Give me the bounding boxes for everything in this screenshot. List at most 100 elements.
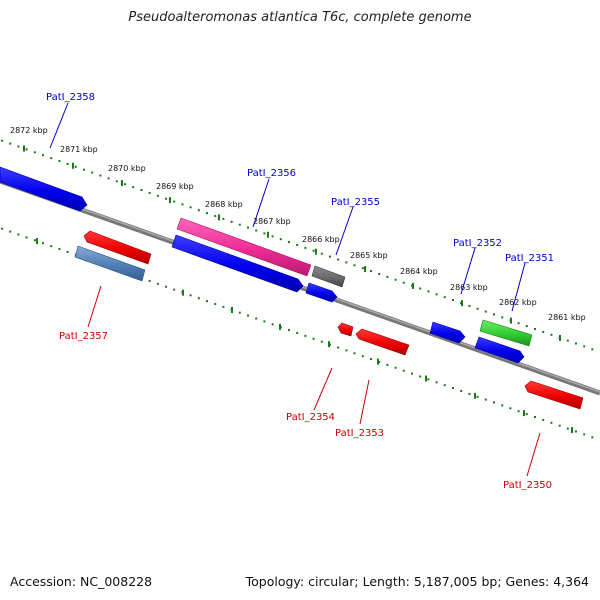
reverse-ruler-dot	[525, 413, 528, 416]
gene-label-patl-2351[interactable]: PatI_2351	[505, 253, 554, 264]
forward-ruler-dot	[222, 217, 225, 220]
reverse-ruler-dot	[509, 407, 512, 410]
forward-ruler-dot	[33, 151, 36, 154]
reverse-ruler-dot	[386, 363, 389, 366]
reverse-ruler-dot	[575, 430, 577, 433]
leader-line	[335, 206, 354, 256]
gene-label-patl-2356[interactable]: PatI_2356	[247, 168, 296, 179]
gene-box-gray[interactable]	[311, 265, 346, 288]
accession-text: Accession: NC_008228	[10, 574, 153, 589]
reverse-ruler-dot	[419, 375, 422, 378]
reverse-ruler-dot	[156, 282, 159, 285]
forward-ruler-dot	[271, 235, 274, 238]
kbp-label: 2866 kbp	[302, 235, 340, 244]
reverse-ruler-dot	[206, 300, 208, 303]
reverse-ruler-dot	[484, 398, 487, 401]
reverse-ruler-dot	[42, 242, 44, 245]
forward-ruler-dot	[42, 154, 44, 157]
forward-ruler-dot	[279, 238, 282, 241]
reverse-ruler-dot	[337, 346, 340, 349]
forward-ruler-dot	[378, 273, 381, 275]
forward-ruler-dot	[575, 342, 577, 345]
forward-ruler-dot	[132, 186, 135, 189]
forward-ruler-dot	[583, 345, 586, 348]
forward-ruler-dot	[189, 206, 192, 209]
kbp-label: 2863 kbp	[450, 283, 488, 292]
forward-ruler-dot	[370, 270, 372, 273]
reverse-ruler-dot	[148, 279, 151, 282]
leader-line	[526, 432, 541, 477]
forward-ruler-dot	[542, 330, 545, 333]
reverse-ruler-dot	[1, 227, 3, 230]
forward-ruler-dot	[484, 310, 487, 313]
forward-ruler-dot	[427, 290, 430, 293]
gene-box-steelblue[interactable]	[74, 245, 146, 282]
kbp-label: 2872 kbp	[10, 126, 48, 135]
reverse-ruler-dot	[304, 334, 307, 337]
reverse-ruler-dot	[411, 372, 413, 375]
reverse-ruler-dot	[288, 329, 290, 332]
forward-ruler-dot	[255, 229, 258, 232]
reverse-ruler-dot	[25, 236, 28, 239]
reverse-ruler-dot	[370, 358, 372, 361]
forward-ruler-dot	[550, 333, 553, 336]
gene-arrow-reverse[interactable]	[524, 380, 584, 410]
gene-label-patl-2357[interactable]: PatI_2357	[59, 331, 108, 342]
reverse-ruler-dot	[189, 294, 192, 297]
reverse-ruler-dot	[247, 314, 249, 317]
reverse-ruler-dot	[378, 361, 381, 363]
reverse-ruler-dot	[197, 297, 200, 300]
gene-label-patl-2358[interactable]: PatI_2358	[46, 92, 95, 103]
kbp-label: 2868 kbp	[205, 200, 243, 209]
forward-ruler-dot	[99, 174, 102, 177]
gene-arrow-reverse[interactable]	[337, 322, 354, 337]
map-title: Pseudoalteromonas atlantica T6c, complet…	[128, 10, 472, 25]
reverse-ruler-dot	[50, 245, 53, 248]
gene-arrow-forward[interactable]	[474, 336, 525, 364]
forward-ruler-dot	[402, 281, 405, 284]
gene-label-patl-2352[interactable]: PatI_2352	[453, 238, 502, 249]
reverse-ruler-dot	[534, 416, 536, 418]
leader-line	[313, 367, 333, 411]
kbp-label: 2869 kbp	[156, 182, 194, 191]
reverse-ruler-dot	[263, 320, 266, 323]
gene-box-pink[interactable]	[176, 217, 312, 277]
forward-ruler-dot	[156, 194, 159, 197]
gene-label-patl-2354[interactable]: PatI_2354	[286, 412, 335, 423]
reverse-ruler-dot	[17, 233, 20, 236]
leader-line	[252, 178, 270, 228]
forward-ruler-dot	[74, 165, 77, 168]
leader-line	[87, 285, 102, 328]
reverse-ruler-dot	[452, 387, 454, 390]
gene-label-patl-2355[interactable]: PatI_2355	[331, 197, 380, 208]
gene-label-patl-2353[interactable]: PatI_2353	[335, 428, 384, 439]
forward-ruler-dot	[534, 328, 536, 330]
gene-features	[0, 166, 584, 410]
gene-arrow-forward[interactable]	[429, 321, 466, 344]
gene-arrow-forward[interactable]	[0, 166, 88, 212]
gene-arrow-forward[interactable]	[305, 282, 338, 303]
forward-ruler-dot	[591, 348, 594, 351]
kbp-label: 2867 kbp	[253, 217, 291, 226]
gene-arrow-forward[interactable]	[171, 234, 304, 293]
leader-line	[511, 262, 526, 312]
forward-ruler-dot	[214, 215, 217, 217]
gene-arrow-reverse[interactable]	[83, 230, 152, 265]
forward-ruler-dot	[329, 255, 331, 258]
reverse-ruler-dot	[427, 378, 430, 381]
forward-ruler-dot	[140, 189, 143, 191]
forward-ruler-dot	[386, 275, 389, 278]
forward-ruler-dot	[124, 183, 126, 186]
reverse-ruler-dot	[558, 424, 561, 427]
gene-box-green[interactable]	[479, 319, 533, 347]
kbp-label: 2861 kbp	[548, 313, 586, 322]
reverse-ruler-dot	[443, 384, 446, 387]
gene-label-patl-2350[interactable]: PatI_2350	[503, 480, 552, 491]
reverse-ruler-dot	[583, 433, 586, 436]
gene-arrow-reverse[interactable]	[355, 328, 410, 356]
forward-ruler-dot	[115, 180, 118, 183]
forward-ruler-dot	[17, 145, 20, 148]
reverse-ruler-dot	[542, 418, 545, 421]
forward-ruler-dot	[394, 278, 397, 281]
leader-line	[359, 379, 370, 425]
